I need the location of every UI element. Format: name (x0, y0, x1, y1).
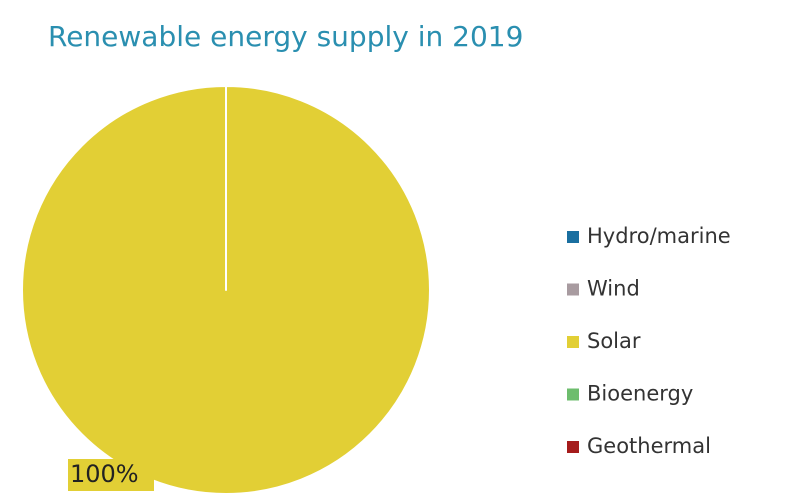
legend-label: Wind (587, 277, 640, 301)
legend-swatch (567, 336, 579, 348)
data-label-bg (68, 459, 154, 491)
legend-label: Solar (587, 329, 641, 353)
legend-label: Bioenergy (587, 382, 693, 406)
data-label: 100% (70, 460, 139, 488)
legend-label: Geothermal (587, 434, 711, 458)
legend-label: Hydro/marine (587, 224, 731, 248)
legend-swatch (567, 441, 579, 453)
legend-swatch (567, 231, 579, 243)
legend-swatch (567, 283, 579, 296)
chart-title: Renewable energy supply in 2019 (48, 20, 523, 53)
pie-slice (21, 85, 431, 495)
legend-swatch (567, 388, 579, 401)
